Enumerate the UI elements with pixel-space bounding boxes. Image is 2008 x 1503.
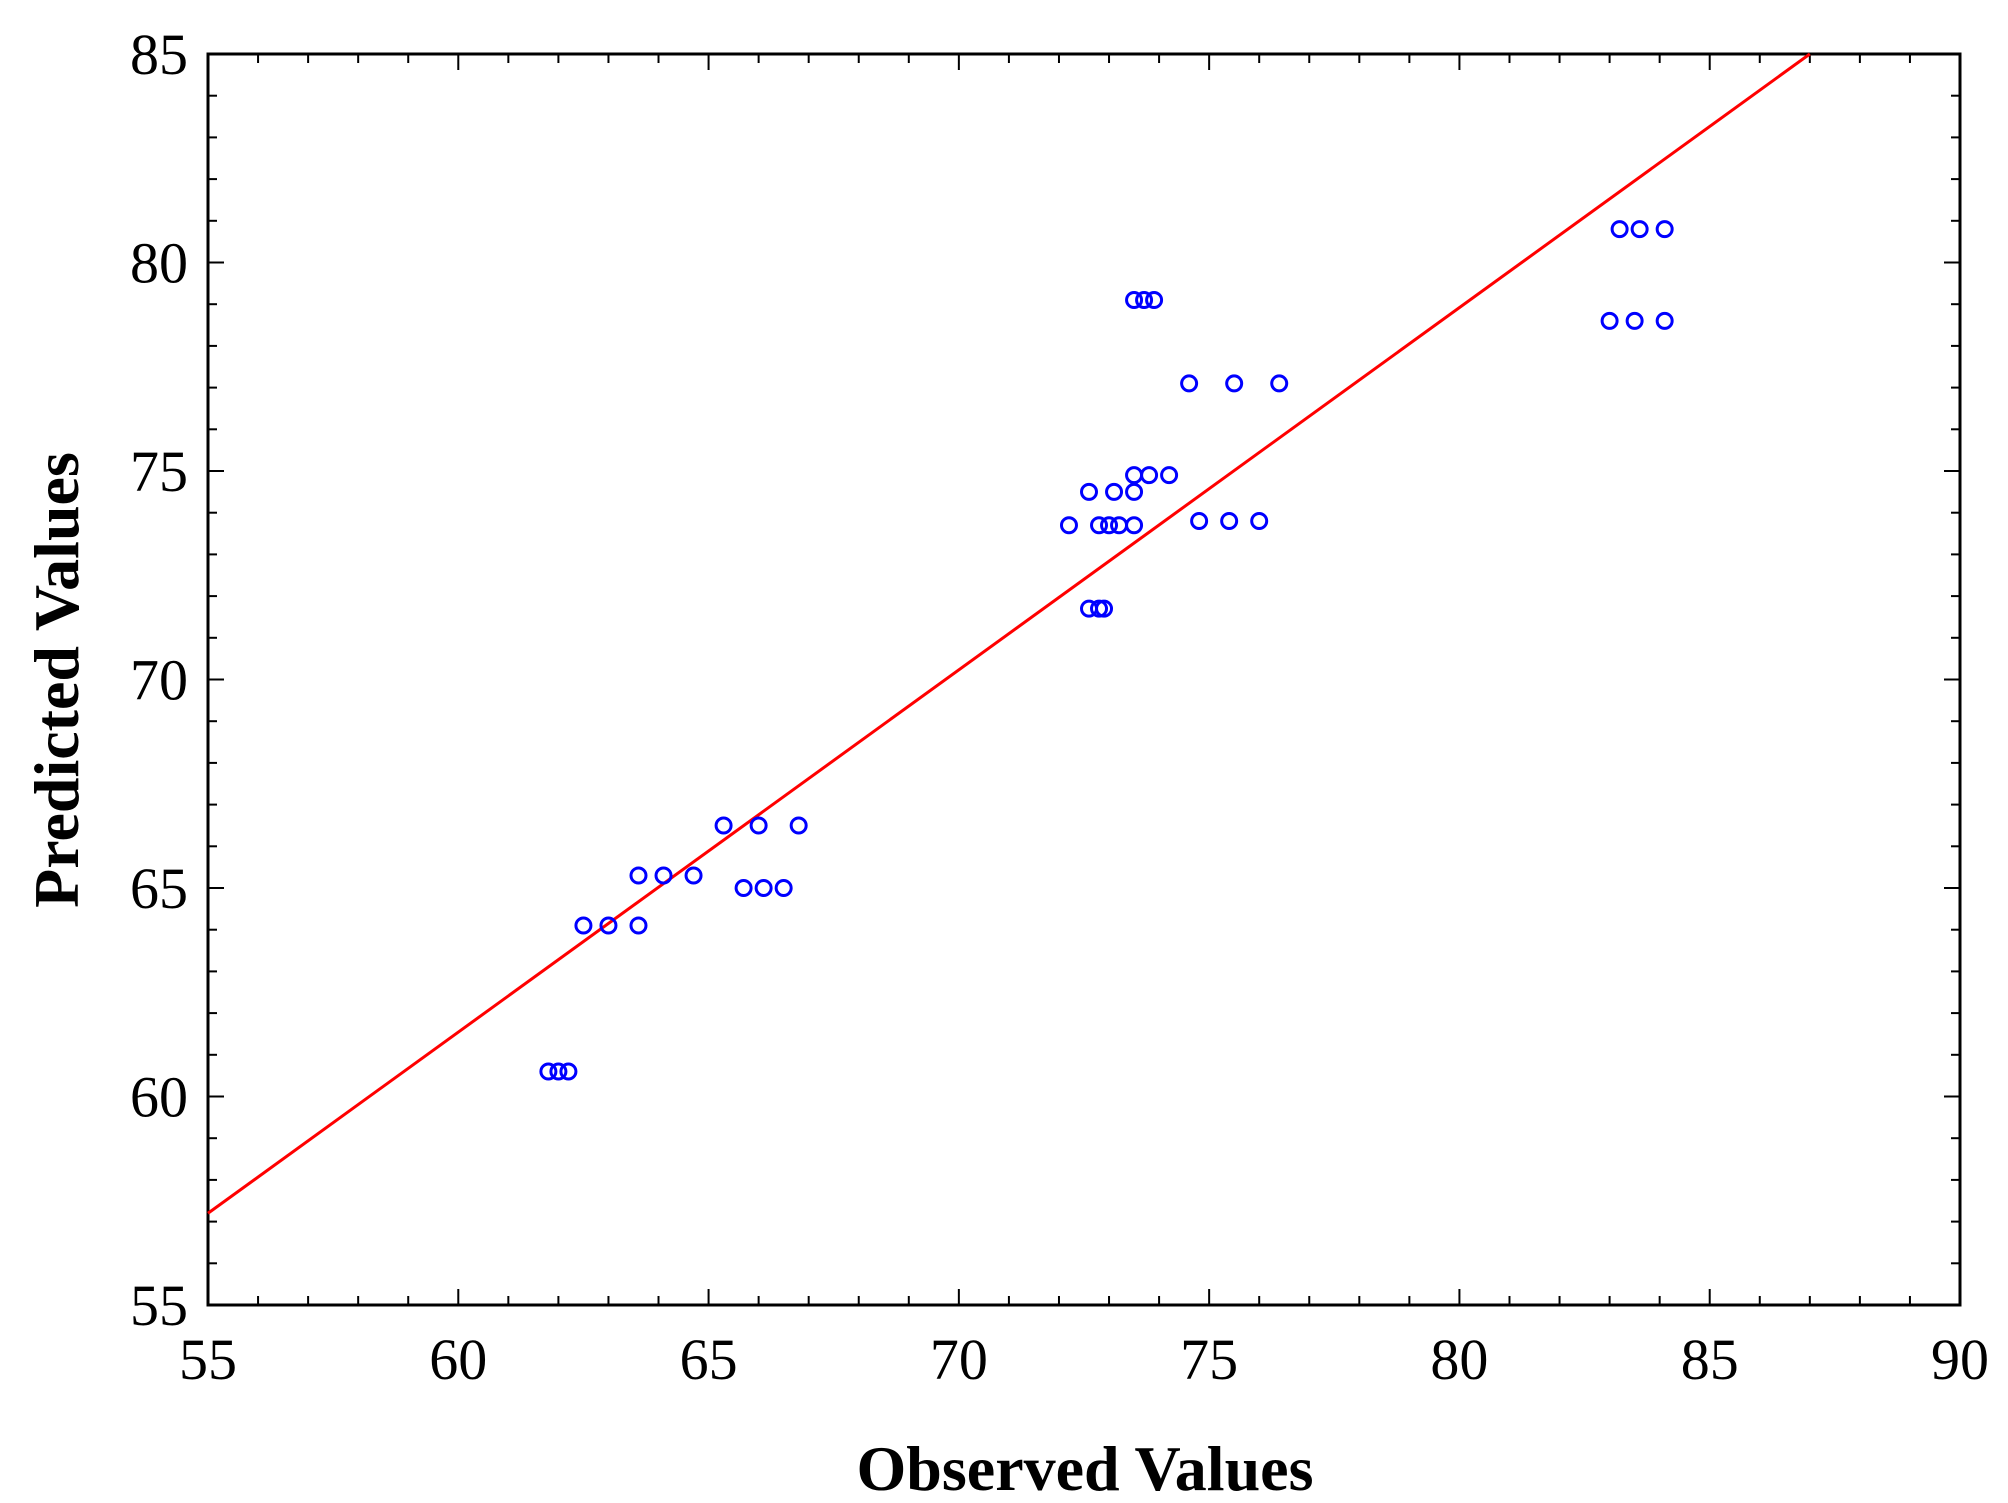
y-tick-label: 85 bbox=[130, 22, 188, 87]
data-points bbox=[539, 220, 1674, 1081]
y-tick-label: 75 bbox=[130, 439, 188, 504]
data-point bbox=[654, 866, 673, 885]
y-tick-label: 80 bbox=[130, 231, 188, 296]
data-point bbox=[1600, 311, 1619, 330]
plot-area bbox=[206, 52, 1962, 1307]
data-point bbox=[629, 866, 648, 885]
x-tick-label: 65 bbox=[680, 1327, 738, 1392]
data-point bbox=[1059, 516, 1078, 535]
x-tick-label: 55 bbox=[179, 1327, 237, 1392]
y-tick-label: 70 bbox=[130, 648, 188, 713]
data-point bbox=[789, 816, 808, 835]
fit-line bbox=[207, 52, 1811, 1215]
data-point bbox=[1125, 482, 1144, 501]
data-point bbox=[1225, 374, 1244, 393]
data-point bbox=[1220, 512, 1239, 531]
axis-ticks bbox=[207, 53, 1961, 1306]
data-point bbox=[1180, 374, 1199, 393]
data-point bbox=[1110, 516, 1129, 535]
fit-line-group bbox=[207, 52, 1811, 1215]
data-point bbox=[559, 1062, 578, 1081]
data-point bbox=[539, 1062, 558, 1081]
x-tick-label: 80 bbox=[1430, 1327, 1488, 1392]
data-point bbox=[684, 866, 703, 885]
data-point bbox=[549, 1062, 568, 1081]
data-point bbox=[1135, 291, 1154, 310]
x-tick-label: 60 bbox=[429, 1327, 487, 1392]
data-point bbox=[1655, 311, 1674, 330]
data-point bbox=[1125, 291, 1144, 310]
data-point bbox=[1090, 599, 1109, 618]
x-tick-label: 85 bbox=[1681, 1327, 1739, 1392]
data-point bbox=[574, 916, 593, 935]
x-tick-labels: 55 60 65 70 75 80 85 90 bbox=[179, 1327, 1989, 1392]
data-point bbox=[1630, 220, 1649, 239]
data-point bbox=[1625, 311, 1644, 330]
data-point bbox=[1095, 599, 1114, 618]
data-point bbox=[754, 879, 773, 897]
data-point bbox=[1160, 466, 1179, 485]
data-point bbox=[1655, 220, 1674, 239]
data-point bbox=[1090, 516, 1109, 535]
plot-frame bbox=[206, 52, 1962, 1307]
data-point bbox=[734, 879, 753, 897]
y-tick-labels: 55 60 65 70 75 80 85 bbox=[130, 22, 188, 1338]
data-point bbox=[1140, 466, 1159, 485]
x-tick-label: 75 bbox=[1180, 1327, 1238, 1392]
y-axis-title: Predicted Values bbox=[21, 452, 92, 908]
x-tick-label: 70 bbox=[930, 1327, 988, 1392]
data-point bbox=[1610, 220, 1629, 239]
data-point bbox=[1125, 466, 1144, 485]
x-tick-label: 90 bbox=[1931, 1327, 1989, 1392]
data-point bbox=[1105, 482, 1124, 501]
x-axis-title: Observed Values bbox=[857, 1433, 1314, 1503]
data-point bbox=[1100, 516, 1119, 535]
y-tick-label: 55 bbox=[130, 1273, 188, 1338]
data-point bbox=[1250, 512, 1269, 531]
data-point bbox=[714, 816, 733, 835]
data-point bbox=[599, 916, 618, 935]
data-point bbox=[1190, 512, 1209, 531]
data-point bbox=[1080, 482, 1099, 501]
data-point bbox=[1125, 516, 1144, 535]
data-point bbox=[1145, 291, 1164, 310]
data-point bbox=[629, 916, 648, 935]
y-tick-label: 60 bbox=[130, 1065, 188, 1130]
data-point bbox=[774, 879, 793, 897]
data-point bbox=[749, 816, 768, 835]
y-tick-label: 65 bbox=[130, 856, 188, 921]
data-point bbox=[1270, 374, 1289, 393]
